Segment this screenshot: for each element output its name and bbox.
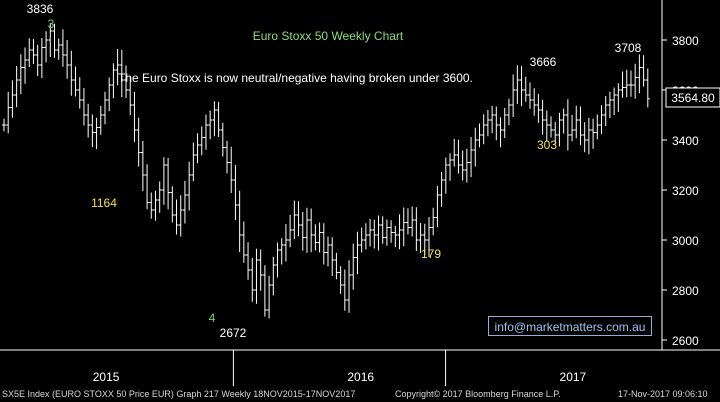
chart-title: Euro Stoxx 50 Weekly Chart [253, 29, 404, 43]
price-label: 3666 [530, 55, 557, 69]
chart-footer: SX5E Index (EURO STOXX 50 Price EUR) Gra… [0, 386, 720, 402]
x-axis: 2015 2016 2017 [0, 349, 720, 386]
price-label: 3708 [615, 41, 642, 55]
last-price-label: 3564.80 [671, 91, 715, 105]
price-label: 303 [537, 138, 557, 152]
price-label: 1164 [91, 196, 117, 210]
y-tick-label: 3400 [672, 134, 699, 148]
price-label: 179 [421, 247, 441, 261]
x-tick-label: 2015 [93, 370, 120, 384]
ohlc-bars [2, 23, 650, 319]
x-tick-label: 2016 [347, 370, 374, 384]
price-label: 2672 [220, 326, 247, 340]
y-tick-label: 3000 [672, 234, 699, 248]
price-label: 3 [48, 17, 55, 31]
y-tick-label: 3800 [672, 34, 699, 48]
y-axis: 2600280030003200340036003800 [661, 0, 699, 350]
x-tick-label: 2017 [560, 370, 587, 384]
last-price-box [665, 87, 720, 108]
footer-timestamp: 17-Nov-2017 09:06:10 [618, 389, 708, 399]
footer-copyright: Copyright© 2017 Bloomberg Finance L.P. [395, 389, 561, 399]
email-label: info@marketmatters.com.au [488, 316, 652, 336]
y-tick-label: 2800 [672, 284, 699, 298]
price-label: 3836 [27, 2, 54, 16]
footer-description: SX5E Index (EURO STOXX 50 Price EUR) Gra… [2, 389, 356, 399]
y-tick-label: 2600 [672, 334, 699, 348]
price-label: 4 [209, 311, 216, 325]
y-tick-label: 3200 [672, 184, 699, 198]
chart-annotation: The Euro Stoxx is now neutral/negative h… [118, 71, 473, 85]
